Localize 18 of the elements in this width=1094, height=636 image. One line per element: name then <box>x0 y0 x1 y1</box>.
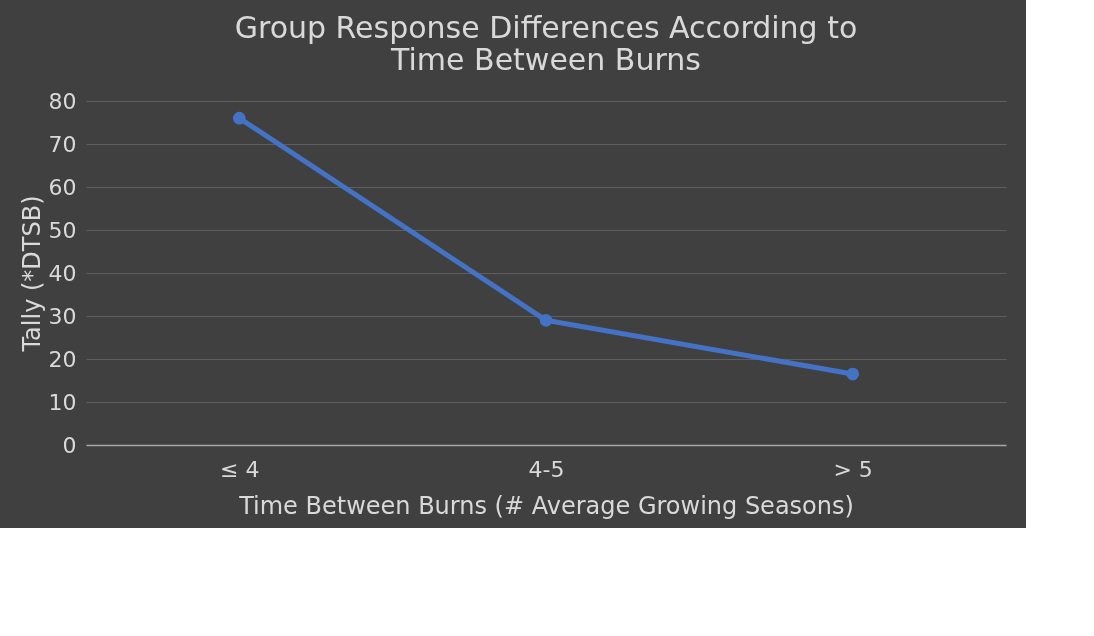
y-tick-label: 20 <box>48 346 77 372</box>
y-axis-title: Tally (*DTSB) <box>17 195 46 353</box>
y-tick-label: 60 <box>48 174 77 200</box>
y-tick-label: 50 <box>48 217 77 243</box>
point <box>233 111 246 125</box>
y-tick-label: 30 <box>48 303 77 329</box>
y-tick-label: 10 <box>48 389 77 415</box>
y-tick-label: 40 <box>48 260 77 286</box>
x-tick-label: 4-5 <box>528 456 565 482</box>
point <box>846 367 859 381</box>
y-tick-label: 80 <box>48 88 77 114</box>
x-tick-label: > 5 <box>833 456 873 482</box>
x-axis-title: Time Between Burns (# Average Growing Seasons) <box>238 491 854 520</box>
y-tick-label: 70 <box>48 131 77 157</box>
text: Group Response Differences According to <box>234 10 858 45</box>
x-tick-label: ≤ 4 <box>220 456 260 482</box>
y-tick-label: 0 <box>62 432 77 458</box>
point <box>539 313 553 327</box>
